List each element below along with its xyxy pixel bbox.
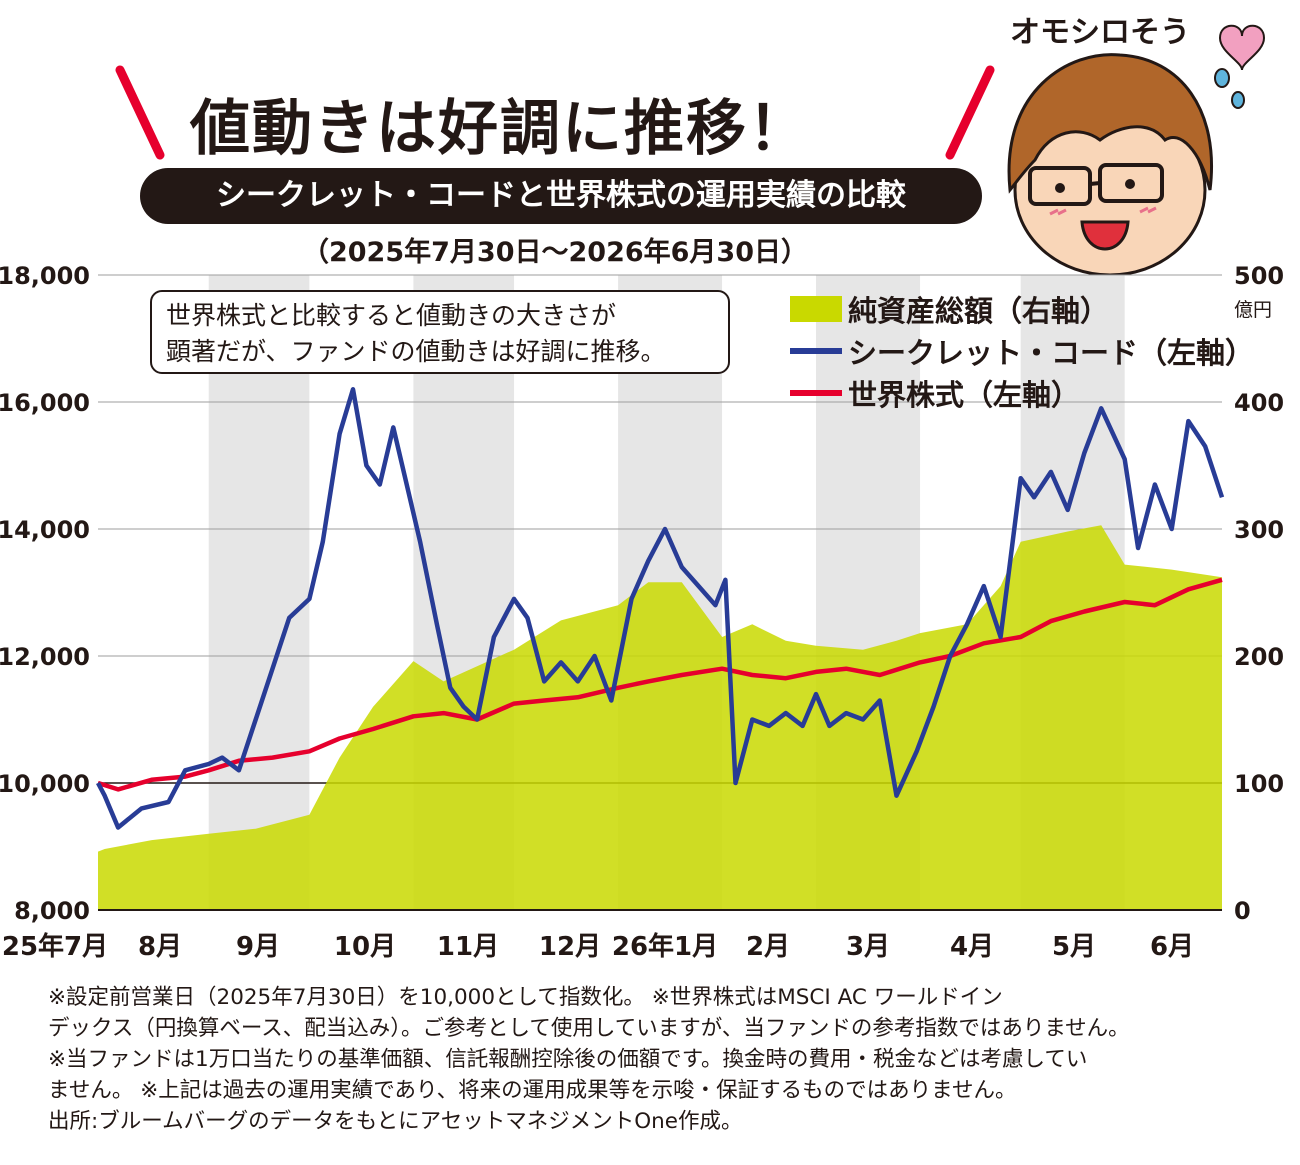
x-tick-label: 8月 <box>138 932 182 962</box>
legend-swatch <box>790 296 842 322</box>
mascot-caption: オモシロそう <box>1010 15 1190 50</box>
month-band <box>208 275 310 910</box>
y-left-tick-label: 18,000 <box>0 262 90 290</box>
footnote-line: ません。 ※上記は過去の運用実績であり、将来の運用成果等を示唆・保証するものでは… <box>48 1078 1017 1103</box>
chart-subtitle: シークレット・コードと世界株式の運用実績の比較 <box>140 168 982 224</box>
x-tick-label: 9月 <box>236 932 280 962</box>
left-accent-slash <box>115 65 165 160</box>
y-right-tick-label: 200 <box>1234 643 1284 671</box>
y-right-tick-label: 400 <box>1234 389 1284 417</box>
chart-canvas: 8,000 10,000 12,000 14,000 16,000 18,000 0 100 2… <box>0 262 1284 962</box>
x-tick-label: 5月 <box>1052 932 1096 962</box>
legend-item-net-assets: 純資産総額（右軸） <box>790 288 1254 330</box>
x-tick-label: 3月 <box>846 932 890 962</box>
annotation-line: 世界株式と比較すると値動きの大きさが <box>166 301 617 330</box>
net-assets-area <box>98 525 1222 910</box>
y-right-tick-label: 300 <box>1234 516 1284 544</box>
chart-title: 値動きは好調に推移！ <box>190 94 810 164</box>
right-axis-unit: 億円 <box>1234 299 1273 321</box>
y-left-tick-label: 12,000 <box>0 643 90 671</box>
x-tick-label: 12月 <box>539 932 601 962</box>
y-right-tick-label: 0 <box>1234 897 1251 925</box>
footnote-line: ※設定前営業日（2025年7月30日）を10,000として指数化。 ※世界株式は… <box>48 985 1003 1010</box>
x-tick-label: 26年1月 <box>612 931 718 962</box>
x-tick-label: 2月 <box>746 932 790 962</box>
series-lines <box>96 387 1225 830</box>
heart-icon <box>1218 24 1266 71</box>
y-right-tick-label: 100 <box>1234 770 1284 798</box>
chart-period: （2025年7月30日〜2026年6月30日） <box>301 237 808 268</box>
y-left-tick-label: 14,000 <box>0 516 90 544</box>
x-tick-label: 25年7月 <box>2 931 108 962</box>
footnote-line: デックス（円換算ベース、配当込み）。ご参考として使用していますが、当ファンドの参… <box>48 1016 1130 1041</box>
y-right-tick-label: 500 <box>1234 262 1284 290</box>
y-left-tick-label: 16,000 <box>0 389 90 417</box>
legend-label: シークレット・コード（左軸） <box>848 336 1255 370</box>
annotation-line: 顕著だが、ファンドの値動きは好調に推移。 <box>166 337 666 366</box>
legend-item-fund: シークレット・コード（左軸） <box>790 330 1254 372</box>
fund-line <box>96 387 1225 830</box>
legend-item-world-equity: 世界株式（左軸） <box>790 372 1254 414</box>
x-tick-label: 4月 <box>950 932 994 962</box>
mascot-illustration: オモシロそう <box>1007 15 1266 277</box>
y-left-tick-label: 8,000 <box>14 897 90 925</box>
mouth-icon <box>1080 220 1130 251</box>
world-equity-line <box>97 577 1223 792</box>
legend-swatch <box>790 390 842 396</box>
x-tick-label: 6月 <box>1150 932 1194 962</box>
sweat-drop-icon <box>1214 68 1230 88</box>
net-assets-area-shape <box>98 525 1222 910</box>
hair-icon <box>1007 53 1213 194</box>
legend-label: 世界株式（左軸） <box>848 378 1081 412</box>
axes: 8,000 10,000 12,000 14,000 16,000 18,000 0 100 2… <box>0 262 1284 962</box>
x-tick-label: 10月 <box>334 932 396 962</box>
footnotes: ※設定前営業日（2025年7月30日）を10,000として指数化。 ※世界株式は… <box>48 982 1268 1137</box>
annotation-box: 世界株式と比較すると値動きの大きさが 顕著だが、ファンドの値動きは好調に推移。 <box>150 290 730 374</box>
y-left-tick-label: 10,000 <box>0 770 90 798</box>
footnote-line: 出所:ブルームバーグのデータをもとにアセットマネジメントOne作成。 <box>48 1109 743 1134</box>
legend-swatch <box>790 348 842 354</box>
sweat-drop-icon <box>1231 91 1245 109</box>
right-accent-slash <box>945 65 995 160</box>
legend: 純資産総額（右軸） シークレット・コード（左軸） 世界株式（左軸） <box>790 288 1254 414</box>
footnote-line: ※当ファンドは1万口当たりの基準価額、信託報酬控除後の価額です。換金時の費用・税… <box>48 1047 1088 1072</box>
glasses-icon <box>1028 166 1092 206</box>
legend-label: 純資産総額（右軸） <box>848 294 1110 328</box>
x-tick-label: 11月 <box>437 932 499 962</box>
